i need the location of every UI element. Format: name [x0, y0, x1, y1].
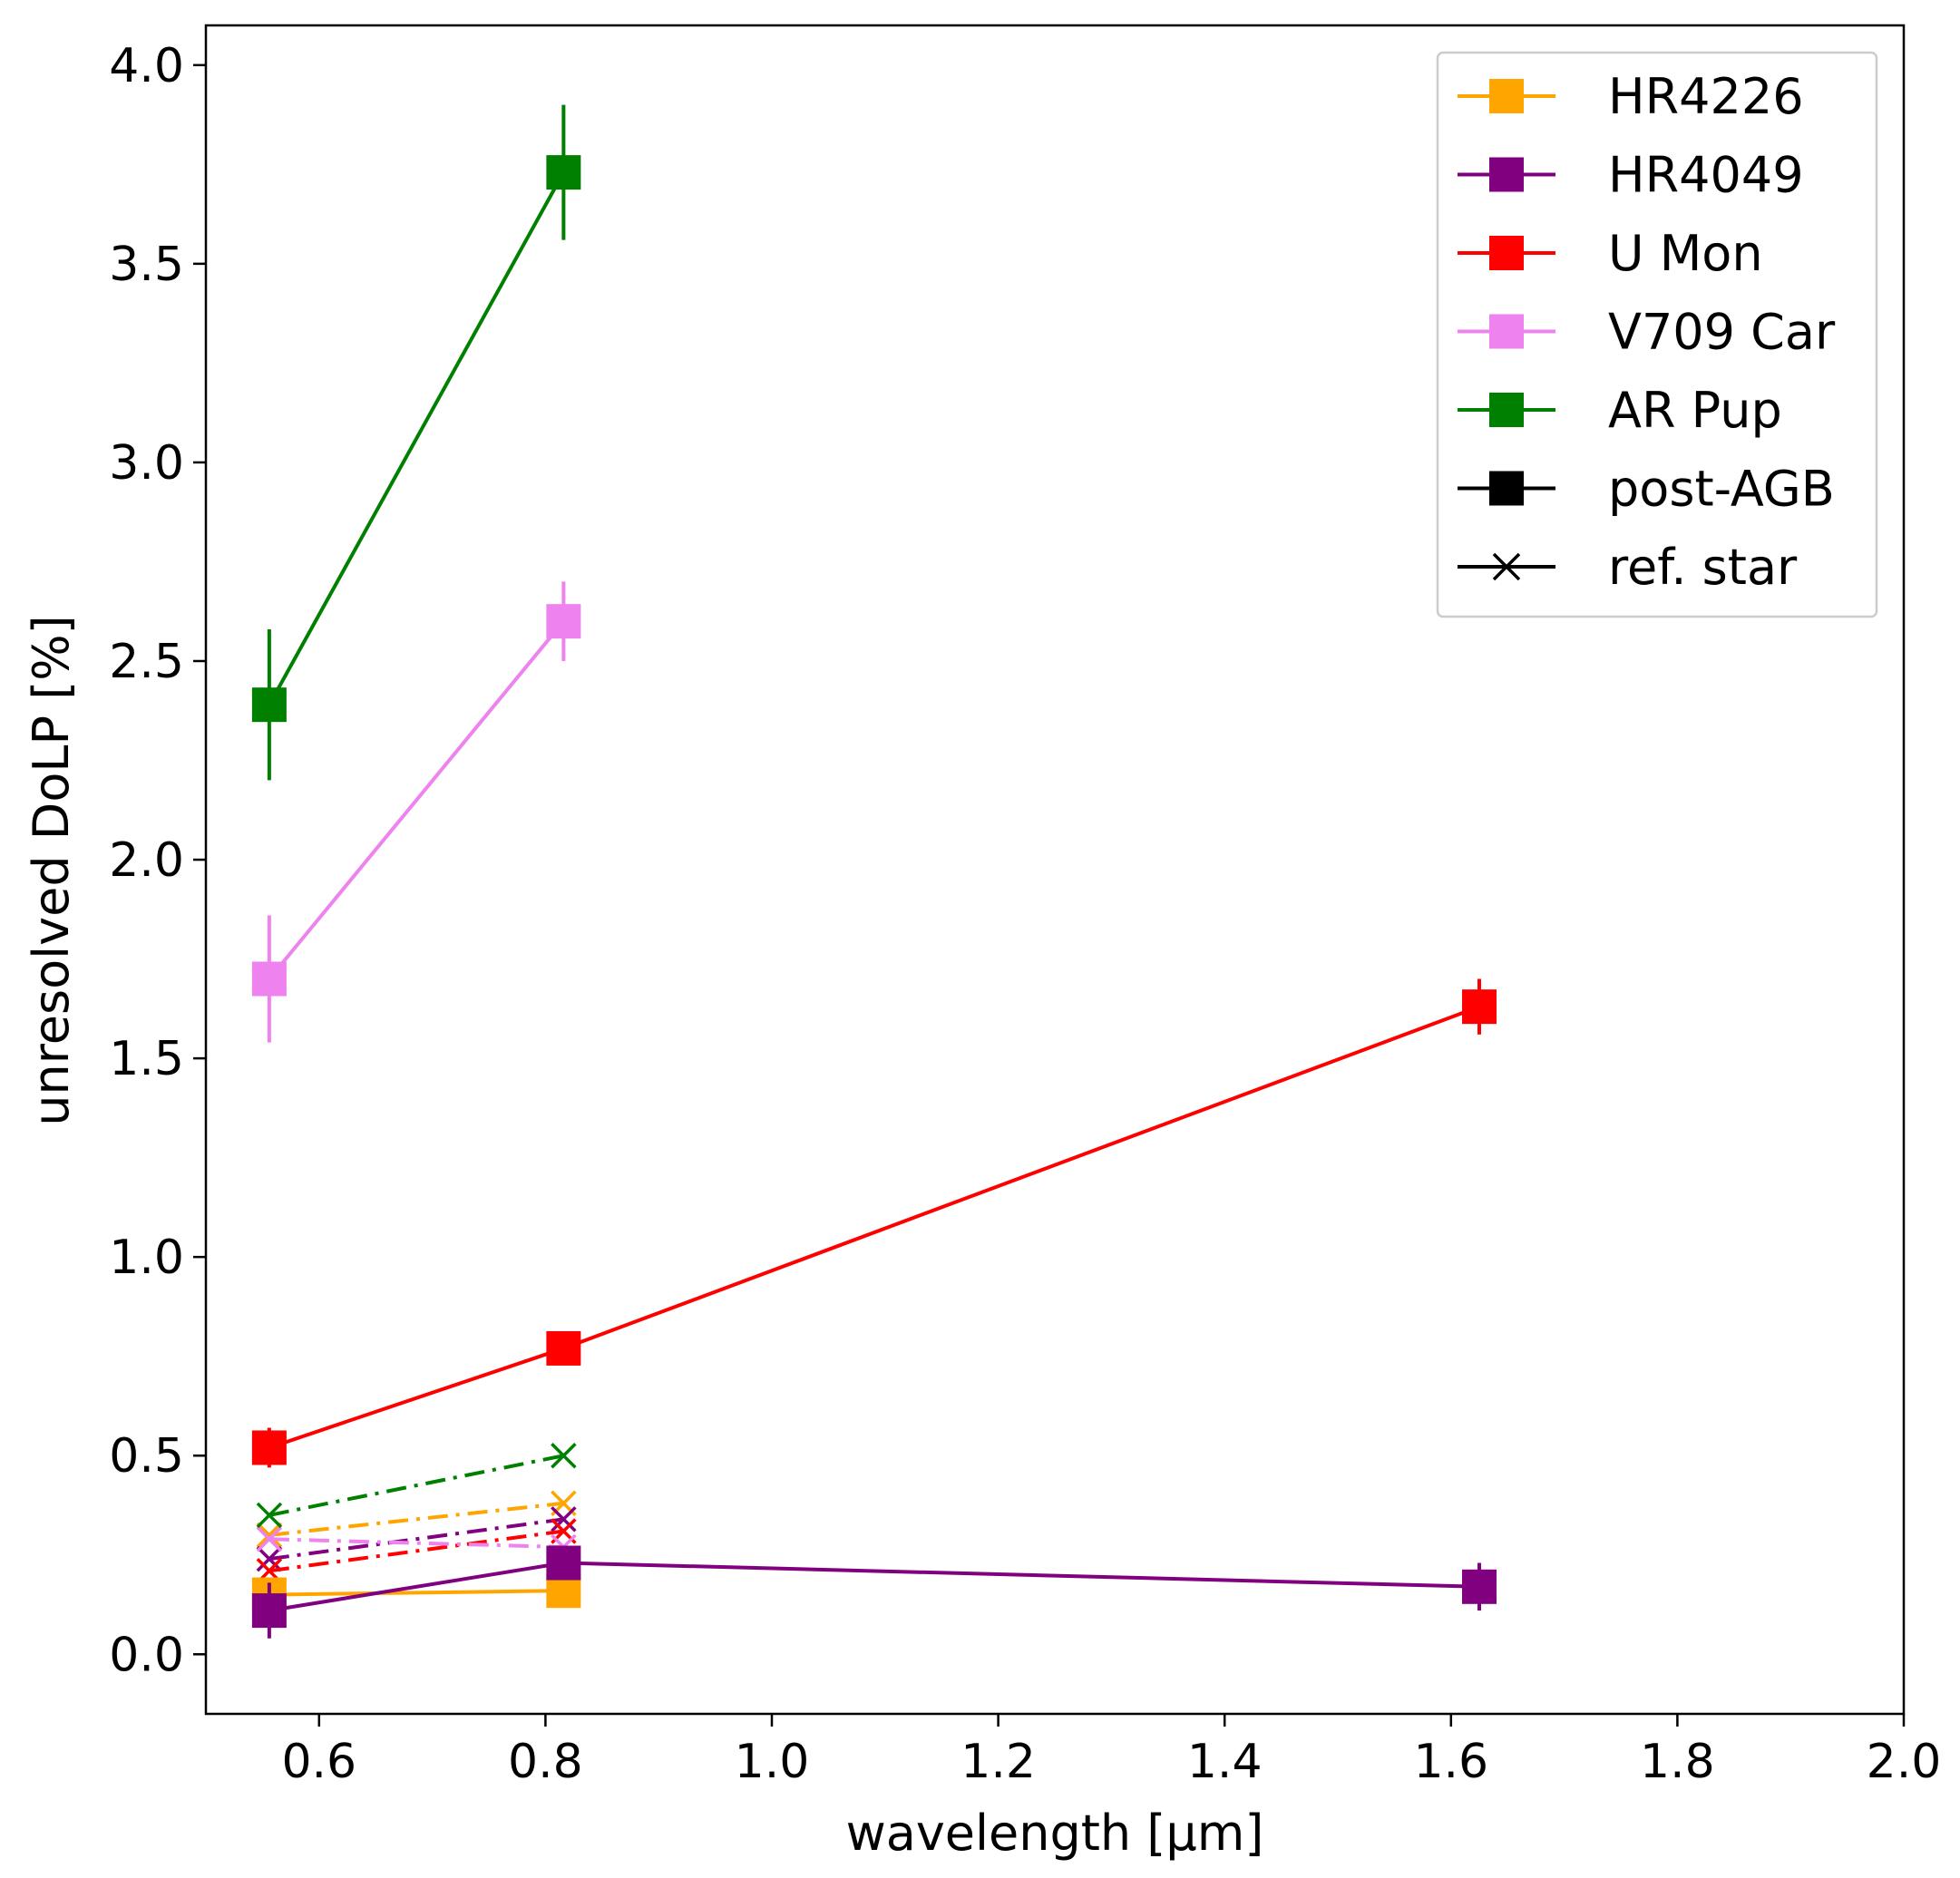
legend-square-marker: [1489, 79, 1524, 113]
legend-label: post-AGB: [1608, 461, 1835, 518]
x-marker: [551, 1442, 577, 1469]
x-marker: [551, 1506, 577, 1533]
legend-x-marker: [1492, 552, 1521, 581]
x-tick-label: 1.0: [735, 1735, 810, 1789]
legend-label: ref. star: [1608, 539, 1798, 596]
x-tick-label: 1.8: [1640, 1735, 1715, 1789]
y-tick-label: 1.5: [109, 1032, 184, 1086]
x-tick-label: 1.4: [1187, 1735, 1263, 1789]
series-u-mon-post-agb: [251, 978, 1497, 1468]
legend-item-post-agb: post-AGB: [1458, 461, 1835, 518]
y-tick-label: 3.5: [109, 238, 184, 292]
legend-label: HR4049: [1608, 147, 1804, 204]
legend-square-marker: [1489, 393, 1524, 427]
legend-square-marker: [1489, 471, 1524, 506]
series-line: [268, 1529, 564, 1573]
series-ar-pup-post-agb: [251, 104, 581, 781]
legend-item-u-mon: U Mon: [1458, 225, 1763, 282]
legend-item-v709-car: V709 Car: [1458, 304, 1836, 361]
series-hr4049-ref-star: [256, 1506, 577, 1572]
series-hr4049-post-agb: [251, 1545, 1497, 1639]
series-line: [268, 619, 565, 980]
legend-frame: [1436, 51, 1878, 618]
x-marker: [256, 1525, 283, 1552]
series-v709-car-post-agb: [251, 581, 581, 1043]
legend-item-ref-star: ref. star: [1458, 539, 1798, 596]
legend-item-ar-pup: AR Pup: [1458, 382, 1782, 439]
x-tick-label: 1.2: [960, 1735, 1036, 1789]
legend-label: V709 Car: [1608, 304, 1836, 361]
square-marker: [1462, 989, 1497, 1025]
series-hr4226-ref-star: [256, 1490, 577, 1549]
square-marker: [251, 1593, 287, 1629]
x-axis-label: wavelength [μm]: [846, 1805, 1264, 1862]
legend-label: U Mon: [1608, 225, 1763, 282]
series-ar-pup-ref-star: [256, 1442, 577, 1529]
y-tick-label: 2.5: [109, 635, 184, 689]
series-line: [268, 171, 566, 706]
y-tick-label: 0.5: [109, 1429, 184, 1484]
x-marker: [256, 1545, 283, 1572]
y-tick-label: 0.0: [109, 1628, 184, 1682]
legend: HR4226 HR4049 U Mon V709 Car AR Pup post-AGB r…: [1436, 51, 1878, 618]
series-line: [268, 1454, 564, 1517]
y-axis: 0.0 0.5 1.0 1.5 2.0 2.5 3.0 3.5 4.0: [109, 39, 206, 1682]
legend-label: HR4226: [1608, 68, 1804, 125]
series-line: [268, 1537, 564, 1549]
y-tick-label: 3.0: [109, 436, 184, 491]
x-marker: [256, 1502, 283, 1529]
x-tick-label: 2.0: [1867, 1735, 1942, 1789]
legend-item-hr4049: HR4049: [1458, 147, 1804, 204]
x-tick-label: 1.6: [1413, 1735, 1488, 1789]
x-marker: [256, 1522, 283, 1549]
plot-frame: [204, 24, 1906, 1716]
square-marker: [251, 687, 287, 723]
y-tick-label: 2.0: [109, 833, 184, 888]
x-tick-label: 0.8: [508, 1735, 583, 1789]
series-line: [268, 1589, 564, 1597]
y-axis-label: unresolved DoLP [%]: [23, 615, 80, 1125]
square-marker: [251, 1430, 287, 1465]
square-marker: [546, 1330, 581, 1366]
legend-square-marker: [1489, 236, 1524, 270]
square-marker: [251, 961, 287, 997]
y-tick-label: 1.0: [109, 1231, 184, 1285]
square-marker: [546, 155, 581, 190]
legend-square-marker: [1489, 314, 1524, 349]
x-axis: 0.6 0.8 1.0 1.2 1.4 1.6 1.8 2.0: [281, 1714, 1941, 1789]
square-marker: [546, 1545, 581, 1581]
series-layer: [251, 104, 1497, 1639]
legend-square-marker: [1489, 157, 1524, 192]
square-marker: [1462, 1569, 1497, 1604]
square-marker: [546, 604, 581, 639]
series-line: [268, 1517, 564, 1562]
x-tick-label: 0.6: [281, 1735, 356, 1789]
y-tick-label: 4.0: [109, 39, 184, 93]
series-line: [268, 1501, 564, 1537]
legend-item-hr4226: HR4226: [1458, 68, 1804, 125]
legend-label: AR Pup: [1608, 382, 1782, 439]
